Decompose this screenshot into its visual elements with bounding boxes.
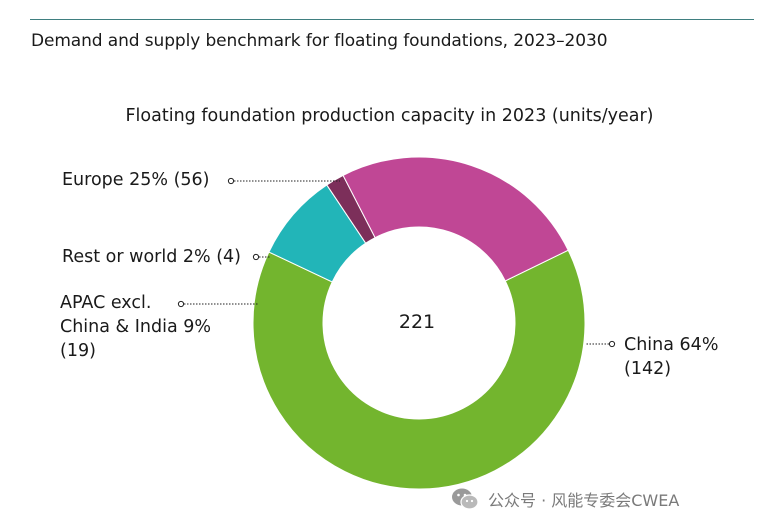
donut-center-total: 221 (398, 311, 436, 333)
leader-dot-apac (177, 300, 185, 308)
leader-dot-china (608, 340, 616, 348)
slice-label-china-line-2: (142) (624, 359, 672, 379)
slice-label-apac-line-2: China & India 9% (60, 317, 212, 337)
slice-label-apac: APAC excl. China & India 9% (19) (60, 291, 211, 363)
leader-lines (177, 177, 616, 348)
watermark: 公众号 · 风能专委会CWEA (450, 484, 679, 514)
slice-label-china: China 64% (142) (624, 333, 718, 381)
slice-label-apac-line-1: APAC excl. (60, 293, 152, 313)
slice-label-china-line-1: China 64% (624, 335, 719, 355)
slice-label-rest-of-world: Rest or world 2% (4) (62, 247, 242, 267)
donut-slices (252, 156, 586, 490)
watermark-text: 公众号 · 风能专委会CWEA (488, 491, 680, 510)
page-title: Demand and supply benchmark for floating… (31, 31, 608, 51)
leader-dot-rest (252, 253, 260, 261)
top-rule (30, 19, 754, 20)
leader-dot-europe (227, 177, 235, 185)
slice-label-apac-line-3: (19) (60, 341, 96, 361)
donut-slice-china (252, 249, 586, 490)
chart-title: Floating foundation production capacity … (125, 106, 654, 126)
donut-slice-europe (342, 156, 569, 282)
slice-label-europe: Europe 25% (56) (62, 170, 210, 190)
wechat-icon (452, 488, 479, 510)
